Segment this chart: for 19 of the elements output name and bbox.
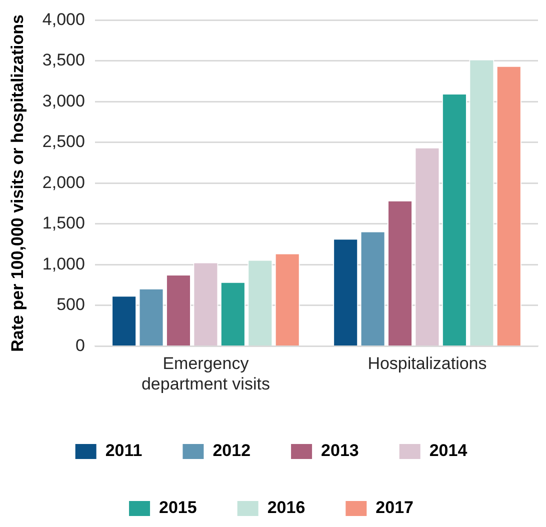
legend-label: 2011 bbox=[105, 441, 142, 460]
legend-label: 2012 bbox=[212, 441, 251, 460]
legend-label: 2014 bbox=[429, 441, 468, 460]
y-axis-title: Rate per 100,000 visits or hospitalizations bbox=[8, 14, 27, 352]
y-tick-label: 1,000 bbox=[42, 254, 85, 274]
y-tick-label: 3,500 bbox=[42, 50, 85, 70]
x-tick-label: Hospitalizations bbox=[368, 354, 487, 374]
x-tick-label: Emergency department visits bbox=[141, 354, 270, 394]
y-tick-label: 1,500 bbox=[42, 214, 85, 233]
legend-label: 2016 bbox=[267, 498, 306, 518]
legend-label: 2017 bbox=[376, 498, 414, 518]
y-tick-label: 2,500 bbox=[42, 132, 85, 152]
y-tick-label: 3,000 bbox=[42, 91, 85, 110]
legend-label: 2015 bbox=[159, 498, 197, 518]
y-tick-label: 4,000 bbox=[42, 10, 85, 29]
y-tick-label: 500 bbox=[56, 295, 85, 314]
y-tick-label: 0 bbox=[75, 336, 85, 355]
legend-label: 2013 bbox=[321, 441, 359, 460]
y-tick-label: 2,000 bbox=[42, 172, 85, 192]
